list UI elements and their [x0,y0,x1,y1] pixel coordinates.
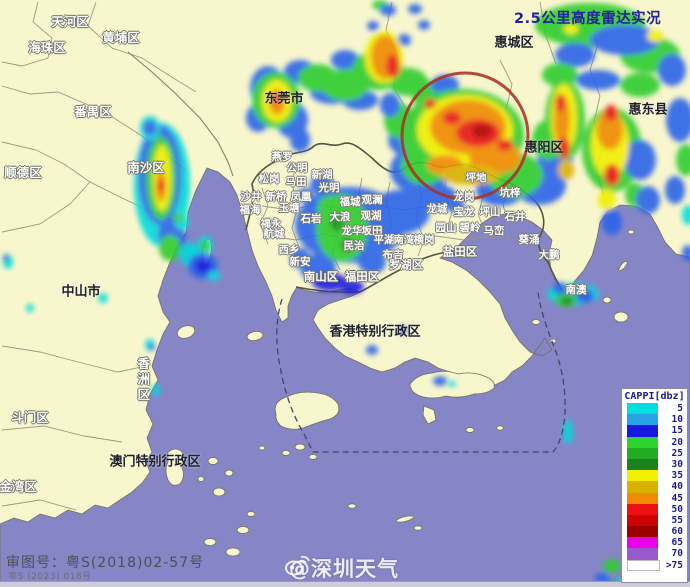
legend-swatch [627,414,658,426]
legend-row: 35 [622,470,687,482]
legend-row: 30 [622,458,687,471]
legend-value: 25 [671,447,683,459]
legend-value: 5 [677,403,683,414]
legend-swatch [627,514,658,527]
legend-row: 40 [622,481,687,493]
river-line [127,51,234,177]
legend-row: 10 [622,414,687,426]
legend-row: 50 [622,503,687,515]
approval-number: 审图号：粤S(2018)02-57号 [6,555,205,571]
legend-row: 55 [622,514,687,527]
legend-swatch [627,537,658,549]
legend-row: 70 [622,548,687,560]
legend-swatch [627,481,658,493]
legend-value: 55 [671,514,683,526]
legend-swatch [627,458,658,471]
watermark-text: @深圳天气 [289,557,399,581]
legend-swatch [627,436,658,448]
legend-swatch [627,548,658,560]
legend-swatch [627,403,658,415]
legend-row: 5 [622,403,687,415]
storm-highlight-circle [400,71,530,201]
legend-value: 20 [671,436,683,448]
legend-value: 10 [671,414,683,426]
watermark: @深圳天气 [284,553,399,583]
islands [165,229,665,557]
legend-swatch [627,503,658,515]
radar-title: 2.5公里高度雷达实况 [514,11,662,27]
legend-value: 60 [671,526,683,538]
legend-row: >75 [622,559,687,571]
legend-row: 25 [622,447,687,459]
legend: CAPPI[dbz] 5 10 15 20 25 30 35 40 45 50 55 60 65 70 >7… [621,388,688,583]
legend-row: 65 [622,537,687,549]
legend-value: 30 [671,458,683,470]
legend-value: 15 [671,425,683,437]
legend-value: 65 [671,537,683,549]
legend-row: 20 [622,436,687,448]
legend-swatch [627,470,658,482]
legend-row: 60 [622,526,687,538]
bottom-edge-strip [0,581,690,587]
legend-swatch [627,425,658,437]
legend-value: 45 [671,492,683,504]
legend-swatch [627,447,658,459]
legend-row: 15 [622,425,687,437]
hk-boundary-dashed [276,291,566,453]
legend-value: 35 [671,470,683,482]
legend-swatch [627,526,658,538]
legend-value: 70 [671,548,683,560]
legend-value: 40 [671,481,683,493]
legend-row: 45 [622,492,687,504]
legend-rows: 5 10 15 20 25 30 35 40 45 50 55 60 65 70 >75 [622,403,687,571]
legend-value: >75 [665,559,683,571]
legend-value: 50 [671,503,683,515]
legend-swatch [627,559,660,571]
approval-number-secondary: 粤S (2023) 018号 [8,572,92,582]
legend-title: CAPPI[dbz] [624,391,685,402]
legend-swatch [627,492,658,504]
